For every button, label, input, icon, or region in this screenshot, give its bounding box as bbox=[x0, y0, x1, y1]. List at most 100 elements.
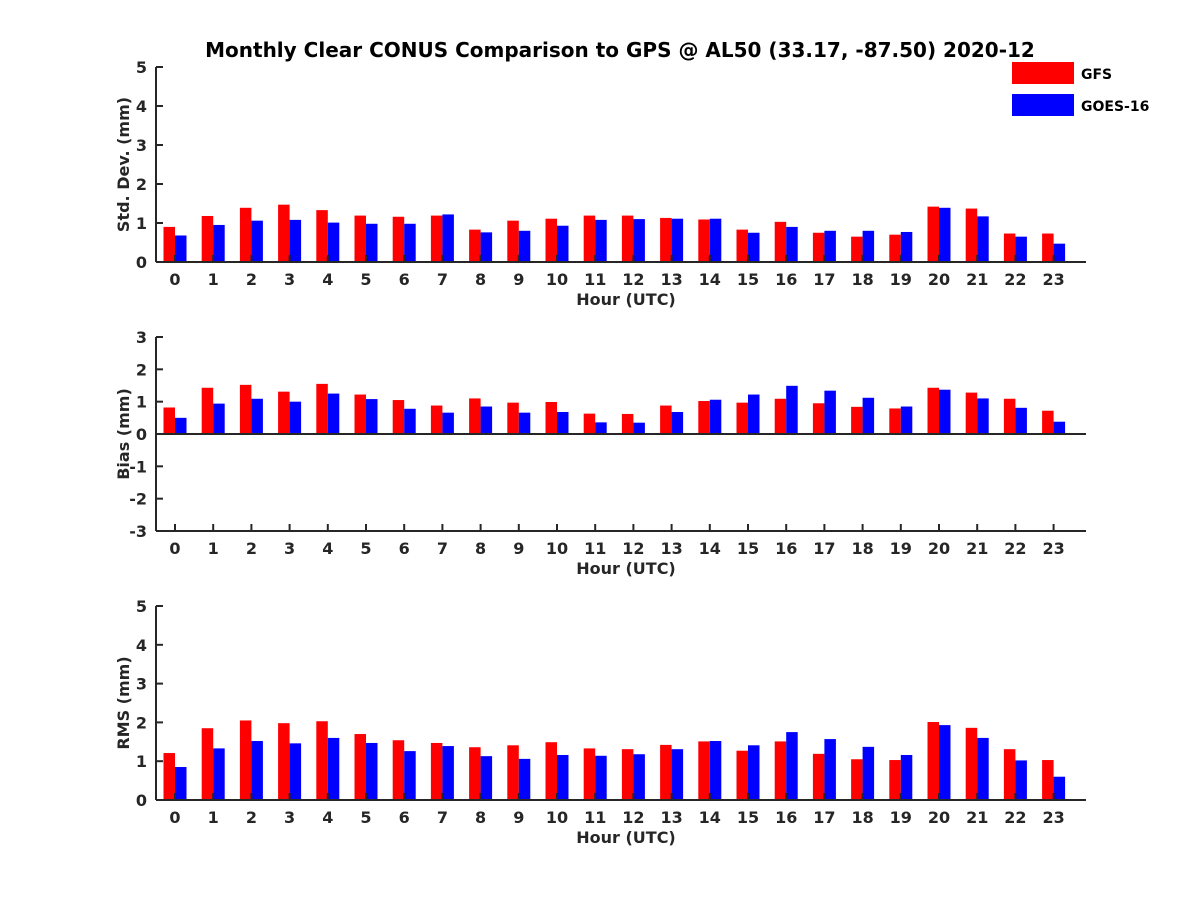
rms-xtick-label: 7 bbox=[437, 808, 448, 827]
std-dev-xtick-label: 16 bbox=[775, 270, 797, 289]
std-dev-xtick-label: 10 bbox=[546, 270, 568, 289]
rms-xtick-label: 2 bbox=[246, 808, 257, 827]
bias-xtick-label: 20 bbox=[928, 539, 950, 558]
rms-bar-goes16-17 bbox=[824, 739, 836, 800]
std-dev-xtick-label: 9 bbox=[513, 270, 524, 289]
bias-ytick-label: -3 bbox=[129, 522, 147, 541]
std-dev-bar-gfs-19 bbox=[889, 234, 901, 262]
std-dev-bar-gfs-13 bbox=[660, 217, 672, 262]
rms-bar-gfs-14 bbox=[698, 741, 710, 800]
rms-bar-gfs-4 bbox=[316, 721, 328, 800]
bias-bar-gfs-5 bbox=[354, 394, 366, 434]
bias-ytick-label: 2 bbox=[136, 360, 147, 379]
rms-bar-goes16-5 bbox=[366, 742, 378, 800]
std-dev-bar-goes16-20 bbox=[939, 207, 951, 262]
legend-label-goes16: GOES-16 bbox=[1081, 99, 1149, 115]
bias-xtick-label: 5 bbox=[360, 539, 371, 558]
std-dev-y-label: Std. Dev. (mm) bbox=[114, 97, 133, 232]
std-dev-xtick-label: 5 bbox=[360, 270, 371, 289]
std-dev-bar-goes16-0 bbox=[175, 235, 187, 262]
std-dev-bar-gfs-5 bbox=[354, 215, 366, 262]
bias-bar-goes16-0 bbox=[175, 417, 187, 434]
bias-bar-gfs-3 bbox=[278, 391, 290, 434]
bias-bar-goes16-9 bbox=[518, 412, 531, 434]
rms-bar-gfs-20 bbox=[927, 722, 939, 800]
std-dev-bar-goes16-11 bbox=[595, 219, 607, 262]
rms-xtick-label: 6 bbox=[399, 808, 410, 827]
std-dev-ytick-label: 1 bbox=[136, 214, 147, 233]
bias-xtick-label: 8 bbox=[475, 539, 486, 558]
std-dev-bar-goes16-22 bbox=[1015, 236, 1027, 262]
rms-bar-goes16-21 bbox=[977, 737, 989, 800]
std-dev-bar-gfs-21 bbox=[965, 208, 978, 262]
rms-bar-gfs-12 bbox=[621, 749, 634, 800]
std-dev-bar-gfs-18 bbox=[851, 236, 863, 262]
std-dev-bar-goes16-2 bbox=[251, 220, 263, 262]
rms-xtick-label: 10 bbox=[546, 808, 568, 827]
bias-xtick-label: 13 bbox=[660, 539, 682, 558]
bias-bar-goes16-8 bbox=[480, 406, 493, 434]
std-dev-xtick-label: 4 bbox=[322, 270, 333, 289]
bias-bar-goes16-14 bbox=[709, 399, 722, 434]
bias-bar-goes16-15 bbox=[748, 394, 760, 434]
rms-bar-gfs-1 bbox=[201, 728, 214, 800]
bias-xtick-label: 23 bbox=[1042, 539, 1064, 558]
std-dev-xtick-label: 17 bbox=[813, 270, 835, 289]
rms-y-label: RMS (mm) bbox=[114, 656, 133, 749]
std-dev-xtick-label: 1 bbox=[208, 270, 219, 289]
rms-bar-goes16-23 bbox=[1053, 776, 1066, 800]
rms-ytick-label: 2 bbox=[136, 713, 147, 732]
rms-xtick-label: 21 bbox=[966, 808, 988, 827]
std-dev-x-label: Hour (UTC) bbox=[576, 290, 676, 309]
bias-bar-goes16-10 bbox=[557, 412, 569, 434]
bias-bar-goes16-1 bbox=[213, 403, 225, 434]
std-dev-xtick-label: 13 bbox=[660, 270, 682, 289]
bias-x-label: Hour (UTC) bbox=[576, 559, 676, 578]
rms-ytick-label: 1 bbox=[136, 752, 147, 771]
rms-ytick-label: 0 bbox=[136, 791, 147, 810]
rms-xtick-label: 16 bbox=[775, 808, 797, 827]
std-dev-bar-gfs-16 bbox=[774, 221, 787, 262]
rms-bar-goes16-18 bbox=[862, 746, 875, 800]
bias-bar-goes16-11 bbox=[595, 422, 607, 434]
bias-bar-gfs-16 bbox=[774, 398, 787, 434]
std-dev-xtick-label: 19 bbox=[890, 270, 912, 289]
bias-bar-gfs-15 bbox=[736, 402, 748, 434]
std-dev-bar-gfs-7 bbox=[430, 215, 443, 262]
rms-xtick-label: 18 bbox=[851, 808, 873, 827]
std-dev-xtick-label: 2 bbox=[246, 270, 257, 289]
std-dev-bar-goes16-14 bbox=[709, 218, 722, 262]
rms-bar-gfs-11 bbox=[583, 748, 596, 800]
std-dev-xtick-label: 3 bbox=[284, 270, 295, 289]
std-dev-bar-gfs-15 bbox=[736, 229, 748, 262]
bias-xtick-label: 21 bbox=[966, 539, 988, 558]
std-dev-bar-goes16-23 bbox=[1053, 243, 1066, 262]
std-dev-bar-goes16-19 bbox=[900, 231, 913, 262]
rms-xtick-label: 1 bbox=[208, 808, 219, 827]
std-dev-bar-gfs-12 bbox=[621, 215, 634, 262]
bias-xtick-label: 11 bbox=[584, 539, 606, 558]
bias-xtick-label: 3 bbox=[284, 539, 295, 558]
bias-bar-goes16-7 bbox=[442, 412, 454, 434]
rms-bar-gfs-16 bbox=[774, 741, 787, 800]
std-dev-bar-gfs-23 bbox=[1042, 233, 1054, 262]
bias-xtick-label: 4 bbox=[322, 539, 333, 558]
bias-ytick-label: 1 bbox=[136, 393, 147, 412]
bias-bar-goes16-17 bbox=[824, 390, 836, 434]
std-dev-bar-gfs-17 bbox=[812, 232, 825, 262]
std-dev-bar-gfs-8 bbox=[469, 229, 481, 262]
std-dev-bar-goes16-13 bbox=[671, 218, 684, 262]
std-dev-bar-goes16-4 bbox=[327, 222, 340, 262]
legend-swatch-gfs bbox=[1012, 62, 1074, 84]
rms-bar-goes16-20 bbox=[939, 725, 951, 800]
rms-bar-goes16-6 bbox=[404, 751, 416, 800]
bias-bar-gfs-21 bbox=[965, 392, 978, 434]
bias-bar-goes16-18 bbox=[862, 397, 875, 434]
std-dev-bar-gfs-6 bbox=[392, 216, 405, 262]
bias-ytick-label: 0 bbox=[136, 425, 147, 444]
std-dev-bar-goes16-9 bbox=[518, 230, 531, 262]
std-dev-bar-goes16-1 bbox=[213, 224, 225, 262]
bias-y-label: Bias (mm) bbox=[114, 388, 133, 480]
rms-bar-gfs-3 bbox=[278, 723, 290, 800]
